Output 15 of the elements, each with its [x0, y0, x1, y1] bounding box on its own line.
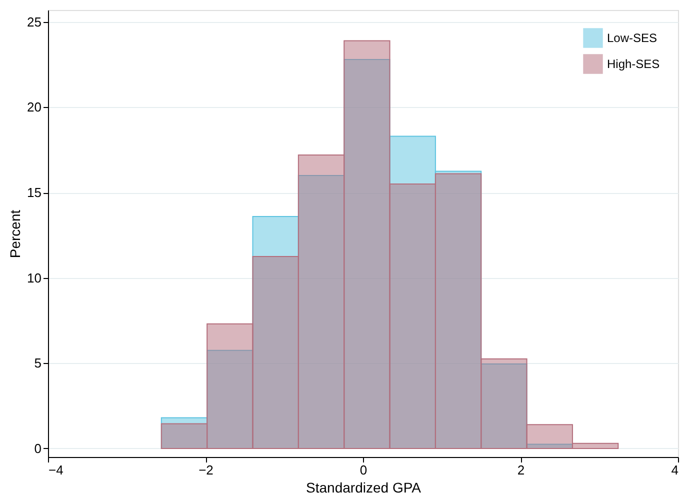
legend-label: High-SES: [607, 57, 660, 71]
y-tick-label: 20: [27, 100, 42, 115]
x-axis-title: Standardized GPA: [306, 480, 422, 496]
y-tick-label: 15: [27, 185, 42, 200]
x-tick-label: −2: [198, 462, 214, 478]
y-tick-label: 0: [34, 440, 42, 456]
x-tick-label: −4: [48, 462, 64, 478]
y-tick-label: 10: [27, 270, 42, 286]
y-axis-title: Percent: [7, 210, 24, 258]
x-tick-label: 4: [671, 462, 678, 478]
x-tick-label: 2: [517, 462, 525, 478]
y-tick-label: 5: [34, 356, 42, 371]
legend-label: Low-SES: [607, 31, 658, 45]
x-tick-label: 0: [360, 462, 368, 478]
y-tick-label: 25: [27, 14, 42, 30]
